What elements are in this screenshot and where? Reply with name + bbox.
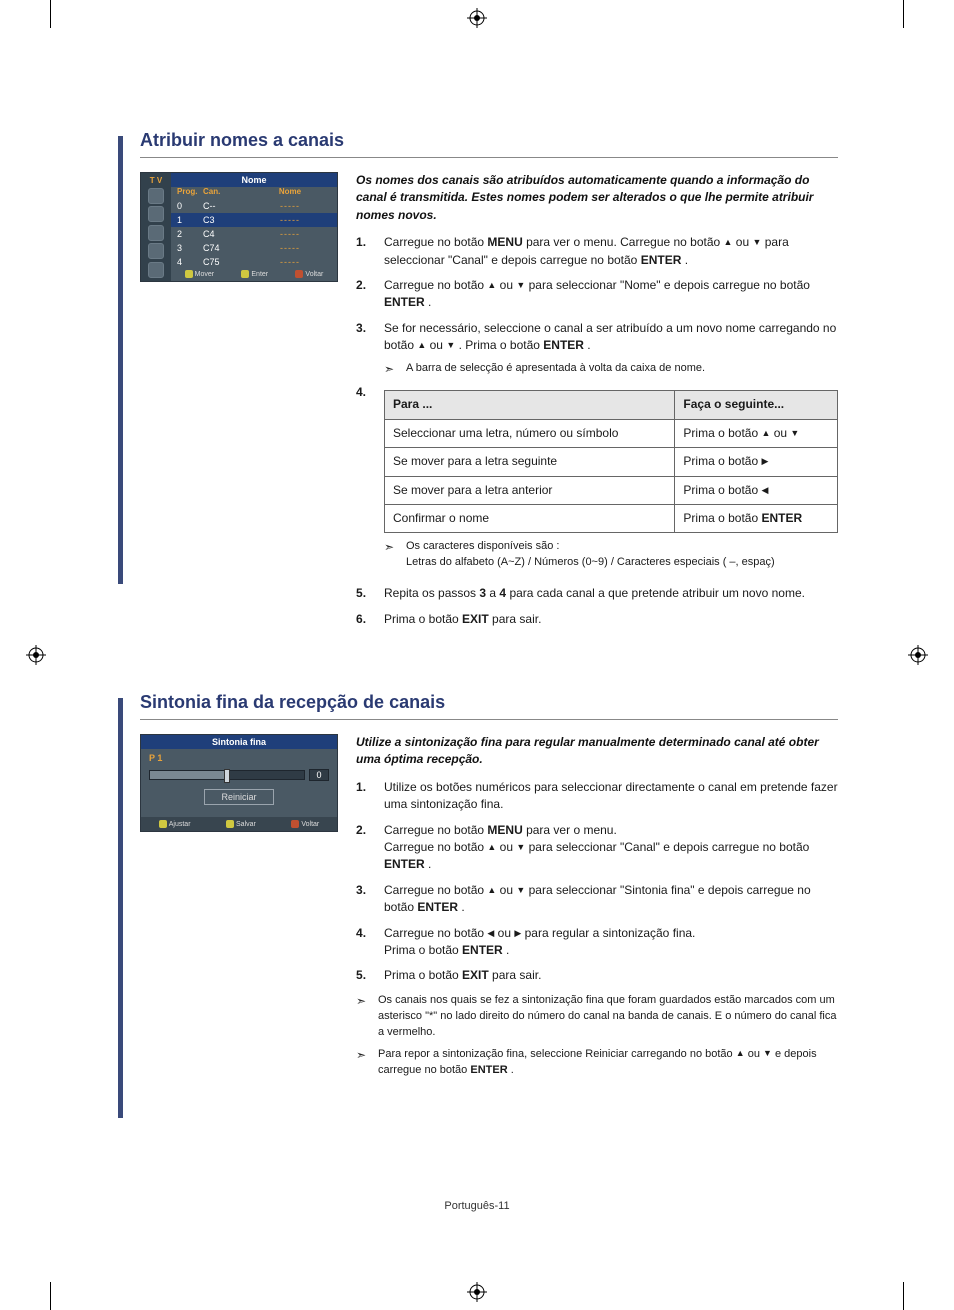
table-row: Confirmar o nomePrima o botão ENTER	[385, 505, 838, 533]
table-row: Seleccionar uma letra, número ou símbolo…	[385, 419, 838, 447]
table-row: Se mover para a letra seguintePrima o bo…	[385, 448, 838, 476]
step-3: Se for necessário, seleccione o canal a …	[356, 320, 838, 377]
registration-mark-icon	[908, 645, 928, 665]
step-4: Carregue no botão ◀ ou ▶ para regular a …	[356, 925, 838, 960]
osd-row: 0C-------	[171, 199, 337, 213]
down-triangle-icon: ▼	[516, 279, 525, 292]
registration-mark-icon	[26, 645, 46, 665]
up-triangle-icon: ▲	[736, 1047, 745, 1060]
page-number: Português-11	[0, 1200, 954, 1212]
registration-mark-icon	[467, 1282, 487, 1302]
registration-mark-icon	[467, 8, 487, 28]
crop-mark	[50, 0, 51, 28]
section-sintonia-fina: Sintonia fina da recepção de canais Sint…	[118, 692, 838, 1084]
steps-list: Utilize os botões numéricos para selecci…	[356, 779, 838, 985]
up-triangle-icon: ▲	[417, 339, 426, 352]
note: Os caracteres disponíveis são : Letras d…	[384, 539, 838, 571]
return-icon	[295, 270, 303, 278]
enter-icon	[241, 270, 249, 278]
section-title: Sintonia fina da recepção de canais	[140, 692, 838, 720]
crop-mark	[903, 1282, 904, 1310]
steps-list: Carregue no botão MENU para ver o menu. …	[356, 234, 838, 376]
osd-screenshot-nome: T V Nome Prog. Can. Nome 0C-------1C3---…	[140, 172, 338, 282]
note: A barra de selecção é apresentada à volt…	[384, 361, 838, 377]
return-icon	[291, 820, 299, 828]
up-triangle-icon: ▲	[487, 279, 496, 292]
section-atribuir-nomes: Atribuir nomes a canais T V Nome Prog.	[118, 130, 838, 636]
osd-sidebar-icon	[148, 225, 164, 241]
step-6: Prima o botão EXIT para sair.	[356, 611, 838, 628]
note: Os canais nos quais se fez a sintonizaçã…	[356, 993, 838, 1041]
save-icon	[226, 820, 234, 828]
table-head-faca: Faça o seguinte...	[675, 391, 838, 419]
actions-table: Para ... Faça o seguinte... Seleccionar …	[384, 390, 838, 533]
osd-footer: Ajustar Salvar Voltar	[141, 817, 337, 831]
step-1: Carregue no botão MENU para ver o menu. …	[356, 234, 838, 269]
osd-slider: 0	[149, 769, 329, 781]
osd-tv-label: T V	[150, 176, 162, 185]
section-accent-bar	[118, 136, 123, 584]
crop-mark	[50, 1282, 51, 1310]
osd-header: Sintonia fina	[141, 735, 337, 749]
osd-subheader: Prog. Can. Nome	[171, 187, 337, 199]
crop-mark	[903, 0, 904, 28]
osd-footer: Mover Enter Voltar	[171, 267, 337, 281]
osd-sidebar-icon	[148, 188, 164, 204]
osd-sidebar-icon	[148, 206, 164, 222]
down-triangle-icon: ▼	[763, 1047, 772, 1060]
note: Para repor a sintonização fina, seleccio…	[356, 1047, 838, 1079]
osd-screenshot-sintonia: Sintonia fina P 1 0 Reiniciar Ajustar Sa…	[140, 734, 338, 832]
adjust-icon	[159, 820, 167, 828]
osd-row: 2C4-----	[171, 227, 337, 241]
osd-header: Nome	[171, 173, 337, 187]
step-2: Carregue no botão MENU para ver o menu. …	[356, 822, 838, 874]
osd-sidebar-icon	[148, 262, 164, 278]
step-1: Utilize os botões numéricos para selecci…	[356, 779, 838, 814]
osd-reset-button: Reiniciar	[204, 789, 274, 805]
up-triangle-icon: ▲	[487, 884, 496, 897]
section-title: Atribuir nomes a canais	[140, 130, 838, 158]
table-head-para: Para ...	[385, 391, 675, 419]
osd-slider-value: 0	[309, 769, 329, 781]
move-icon	[185, 270, 193, 278]
step-4: 4. Para ... Faça o seguinte... Seleccion…	[356, 384, 838, 577]
down-triangle-icon: ▼	[516, 884, 525, 897]
up-triangle-icon: ▲	[487, 841, 496, 854]
osd-sidebar-icon	[148, 243, 164, 259]
step-2: Carregue no botão ▲ ou ▼ para selecciona…	[356, 277, 838, 312]
section-accent-bar	[118, 698, 123, 1118]
intro-text: Utilize a sintonização fina para regular…	[356, 734, 838, 769]
down-triangle-icon: ▼	[516, 841, 525, 854]
step-5: Prima o botão EXIT para sair.	[356, 967, 838, 984]
step-5: Repita os passos 3 a 4 para cada canal a…	[356, 585, 838, 602]
step-3: Carregue no botão ▲ ou ▼ para selecciona…	[356, 882, 838, 917]
intro-text: Os nomes dos canais são atribuídos autom…	[356, 172, 838, 224]
osd-row: 3C74-----	[171, 241, 337, 255]
down-triangle-icon: ▼	[446, 339, 455, 352]
osd-channel-label: P 1	[141, 749, 337, 767]
steps-list-cont: Repita os passos 3 a 4 para cada canal a…	[356, 585, 838, 628]
osd-row: 1C3-----	[171, 213, 337, 227]
table-row: Se mover para a letra anteriorPrima o bo…	[385, 476, 838, 504]
